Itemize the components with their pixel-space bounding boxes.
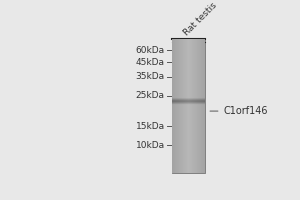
Text: 15kDa: 15kDa [136, 122, 165, 131]
Text: Rat testis: Rat testis [182, 1, 219, 38]
Text: 35kDa: 35kDa [136, 72, 165, 81]
Text: C1orf146: C1orf146 [210, 106, 268, 116]
Text: 10kDa: 10kDa [136, 141, 165, 150]
Text: 25kDa: 25kDa [136, 91, 165, 100]
Text: 60kDa: 60kDa [136, 46, 165, 55]
Text: 45kDa: 45kDa [136, 58, 165, 67]
Bar [172, 39, 205, 173]
